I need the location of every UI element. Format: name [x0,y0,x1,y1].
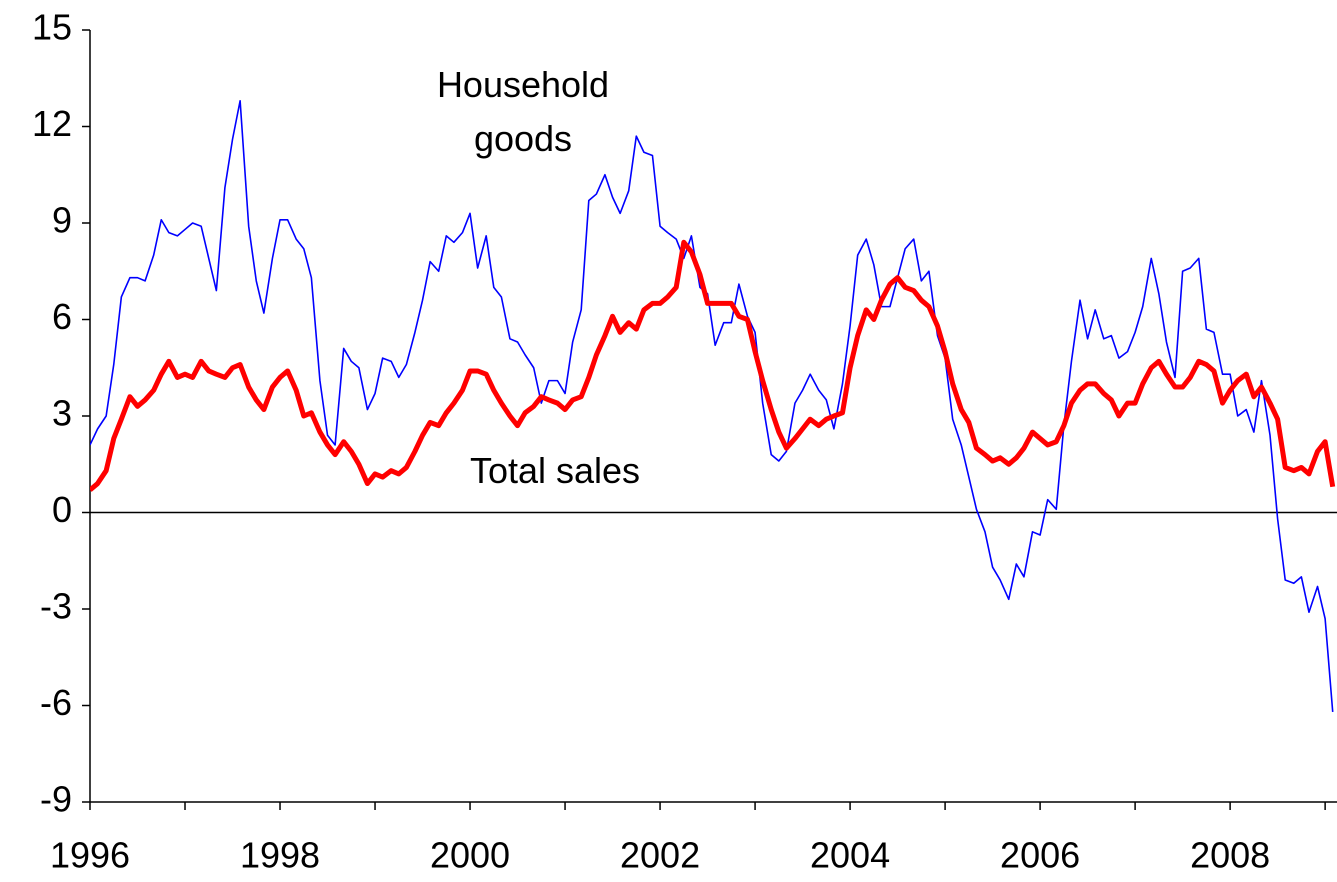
y-tick-label: 9 [52,200,72,241]
y-tick-label: 3 [52,393,72,434]
x-tick-label: 2002 [620,835,700,876]
x-tick-label: 2000 [430,835,510,876]
plot-area [90,99,1336,712]
y-tick-label: -6 [40,682,72,723]
y-tick-label: 6 [52,296,72,337]
x-tick-label: 1998 [240,835,320,876]
y-tick-label: 0 [52,489,72,530]
series-line [90,99,1334,712]
series-line [90,239,1336,492]
x-tick-label: 2004 [810,835,890,876]
x-tick-label: 2006 [1000,835,1080,876]
series-label: Total sales [469,450,641,491]
x-tick-label: 2008 [1190,835,1270,876]
y-tick-label: 15 [32,7,72,48]
series-label: Household goods [436,64,610,159]
y-tick-label: -3 [40,586,72,627]
x-tick-label: 1996 [50,835,130,876]
y-tick-label: 12 [32,103,72,144]
y-tick-label: -9 [40,779,72,820]
